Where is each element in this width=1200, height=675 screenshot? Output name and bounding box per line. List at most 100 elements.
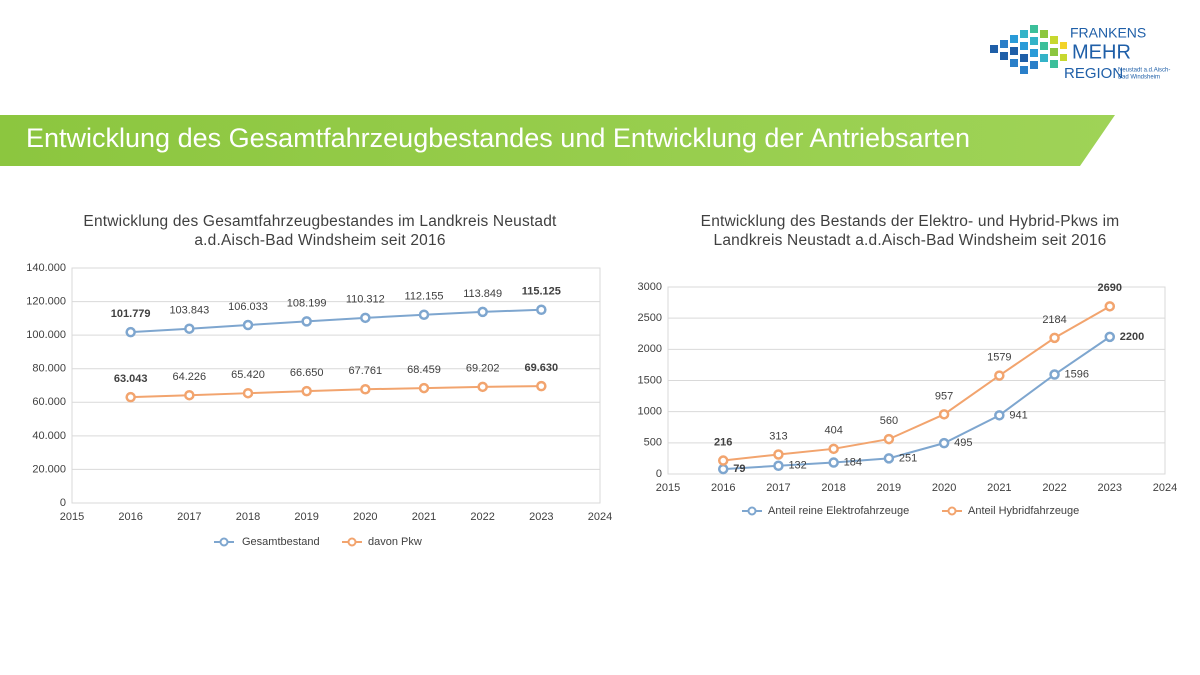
plot-frame (71, 267, 601, 504)
y-tick-label: 2000 (638, 343, 662, 355)
marker (125, 391, 136, 403)
logo-mosaic (990, 25, 1067, 74)
data-label: 68.459 (407, 364, 441, 376)
banner (0, 115, 1115, 166)
marker (1104, 301, 1116, 312)
marker (418, 382, 430, 394)
legend-label: Anteil reine Elektrofahrzeuge (768, 505, 909, 517)
marker (184, 323, 195, 334)
y-tick-label: 1000 (638, 406, 662, 418)
legend-label: davon Pkw (368, 536, 422, 548)
marker (773, 449, 784, 460)
y-tick-label: 0 (60, 497, 66, 509)
chart-title: Entwicklung des Bestands der Elektro- un… (700, 213, 1120, 249)
x-tick-label: 2020 (932, 482, 956, 494)
series-line (723, 305, 1111, 462)
x-tick-label: 2024 (588, 511, 612, 523)
data-label: 313 (769, 430, 787, 442)
marker (301, 385, 312, 397)
marker (477, 381, 488, 393)
logo-text: REGION (1064, 65, 1123, 82)
x-tick-label: 2017 (177, 511, 201, 523)
data-label: 2184 (1042, 314, 1066, 326)
data-label: 67.761 (349, 365, 383, 377)
x-tick-label: 2016 (118, 511, 142, 523)
marker (883, 433, 895, 445)
data-label: 560 (880, 415, 898, 427)
data-label: 495 (954, 437, 972, 449)
y-tick-label: 20.000 (32, 463, 66, 475)
y-tick-label: 140.000 (26, 262, 66, 274)
data-label: 1579 (987, 351, 1011, 363)
marker (477, 306, 488, 318)
marker (828, 457, 839, 468)
data-label: 108.199 (287, 297, 327, 309)
x-tick-label: 2022 (470, 511, 494, 523)
data-label: 106.033 (228, 301, 268, 313)
x-tick-label: 2018 (821, 482, 845, 494)
marker (994, 370, 1005, 381)
x-tick-label: 2023 (529, 511, 553, 523)
marker (536, 304, 547, 316)
marker (1049, 332, 1060, 344)
data-label: 2200 (1120, 331, 1144, 343)
marker (1104, 331, 1116, 343)
y-tick-label: 500 (644, 437, 662, 449)
data-label: 132 (788, 460, 806, 472)
series-line (723, 336, 1111, 471)
data-label: 64.226 (173, 371, 207, 383)
marker (828, 443, 839, 455)
data-label: 251 (899, 452, 917, 464)
marker (938, 409, 950, 420)
marker (994, 410, 1005, 421)
marker (717, 455, 729, 466)
y-tick-label: 120.000 (26, 295, 66, 307)
marker (301, 316, 312, 327)
x-tick-label: 2021 (412, 511, 436, 523)
y-tick-label: 60.000 (32, 396, 66, 408)
data-label: 66.650 (290, 367, 324, 379)
data-label: 115.125 (522, 286, 561, 298)
data-label: 79 (733, 463, 745, 475)
logo-text: MEHR (1072, 41, 1131, 63)
data-label: 113.849 (463, 288, 502, 300)
legend-marker (219, 537, 229, 547)
legend-marker (747, 506, 757, 516)
banner-title: Entwicklung des Gesamtfahrzeugbestandes … (26, 123, 970, 153)
marker (184, 389, 195, 401)
x-tick-label: 2019 (294, 511, 318, 523)
data-label: 63.043 (114, 373, 148, 385)
data-label: 69.202 (466, 363, 500, 375)
data-label: 184 (844, 456, 862, 468)
marker (773, 460, 784, 472)
x-tick-label: 2019 (877, 482, 901, 494)
x-tick-label: 2015 (656, 482, 680, 494)
logo-text: FRANKENS (1070, 25, 1146, 41)
data-label: 216 (714, 436, 732, 448)
y-tick-label: 2500 (638, 312, 662, 324)
marker (938, 437, 950, 449)
marker (242, 319, 254, 331)
data-label: 404 (824, 425, 842, 437)
data-label: 957 (935, 390, 953, 402)
series-line (130, 385, 542, 399)
y-tick-label: 80.000 (32, 363, 66, 375)
y-tick-label: 100.000 (26, 329, 66, 341)
marker (717, 463, 729, 475)
data-label: 103.843 (169, 305, 209, 317)
x-tick-label: 2018 (236, 511, 260, 523)
data-label: 110.312 (346, 294, 385, 306)
legend-label: Anteil Hybridfahrzeuge (968, 505, 1079, 517)
x-tick-label: 2020 (353, 511, 377, 523)
x-tick-label: 2023 (1098, 482, 1122, 494)
marker (1049, 369, 1060, 380)
legend-label: Gesamtbestand (242, 536, 320, 548)
data-label: 941 (1009, 409, 1027, 421)
data-label: 1596 (1065, 368, 1089, 380)
x-tick-label: 2024 (1153, 482, 1177, 494)
data-label: 112.155 (405, 291, 444, 303)
marker (536, 380, 547, 392)
x-tick-label: 2016 (711, 482, 735, 494)
